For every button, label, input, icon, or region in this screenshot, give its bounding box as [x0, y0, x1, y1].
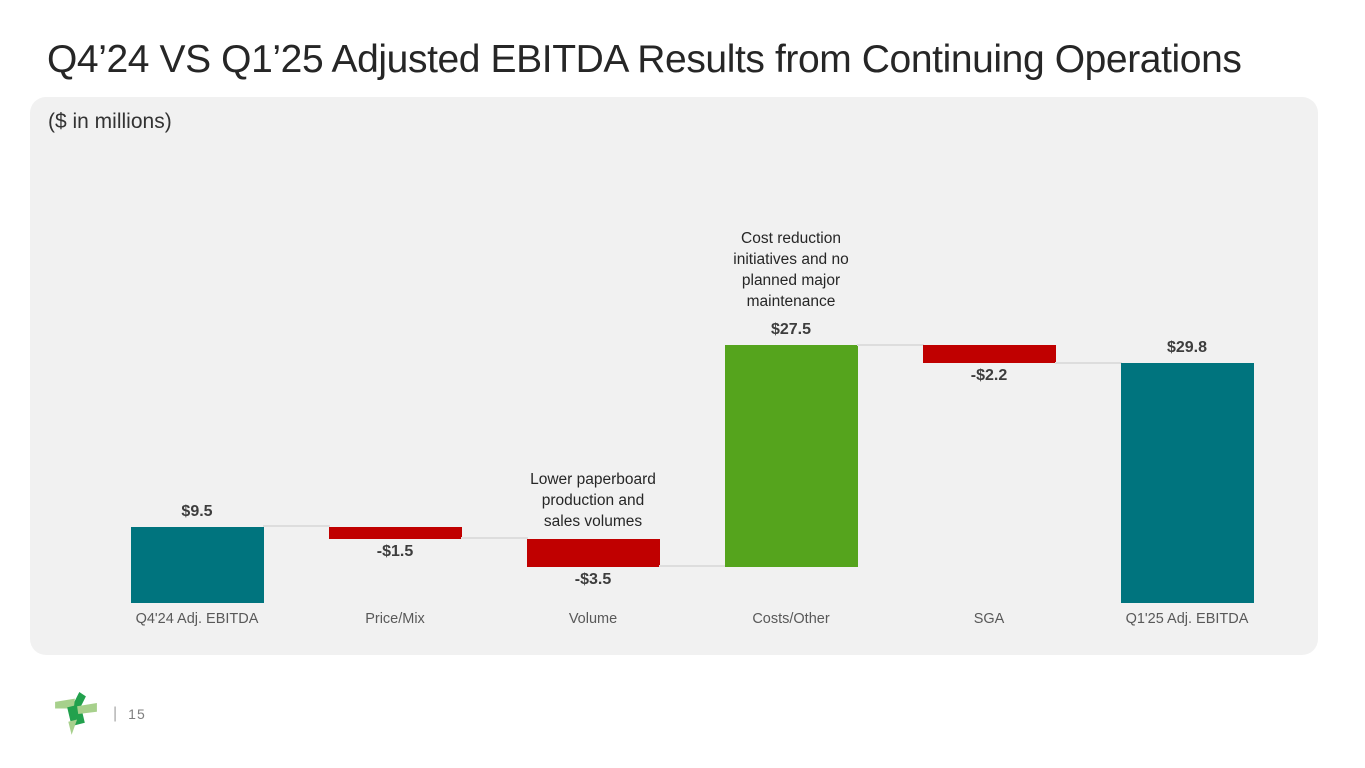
connector-line	[262, 525, 330, 528]
annotation-volume: Lower paperboard production and sales vo…	[530, 470, 656, 530]
waterfall-chart: ($ in millions) $9.5 Q4'24 Adj. EBITDA -$1…	[30, 97, 1318, 655]
footer: | 15	[54, 691, 146, 737]
bar-q1-25-adj-ebitda	[1120, 363, 1254, 603]
bar-sga	[922, 345, 1056, 364]
connector-line	[658, 565, 726, 568]
page-number: 15	[128, 706, 146, 722]
category-label-price-mix: Price/Mix	[365, 611, 425, 627]
bar-q4-24-adj-ebitda	[130, 526, 264, 603]
slide-title: Q4’24 VS Q1’25 Adjusted EBITDA Results f…	[47, 38, 1242, 81]
category-label-costs-other: Costs/Other	[752, 611, 830, 627]
annotation-costs-other: Cost reduction initiatives and no planne…	[733, 230, 849, 311]
connector-line	[856, 343, 924, 346]
category-label-q4-24-adj-ebitda: Q4'24 Adj. EBITDA	[135, 611, 259, 627]
value-label-q4-24-adj-ebitda: $9.5	[181, 502, 213, 520]
value-label-sga: -$2.2	[970, 367, 1008, 385]
category-label-sga: SGA	[973, 611, 1005, 627]
bar-costs-other	[724, 345, 858, 567]
category-label-volume: Volume	[568, 611, 618, 627]
chart-units-label: ($ in millions)	[48, 110, 172, 133]
bar-price-mix	[328, 526, 462, 539]
value-label-price-mix: -$1.5	[376, 542, 414, 560]
value-label-q1-25-adj-ebitda: $29.8	[1166, 339, 1208, 357]
bar-volume	[526, 538, 660, 567]
value-label-costs-other: $27.5	[770, 321, 812, 339]
category-label-q1-25-adj-ebitda: Q1'25 Adj. EBITDA	[1125, 611, 1249, 627]
connector-line	[460, 537, 528, 540]
company-pinwheel-logo-icon	[54, 692, 98, 736]
page-number-divider: |	[113, 705, 118, 722]
connector-line	[1054, 361, 1122, 364]
value-label-volume: -$3.5	[574, 570, 612, 588]
